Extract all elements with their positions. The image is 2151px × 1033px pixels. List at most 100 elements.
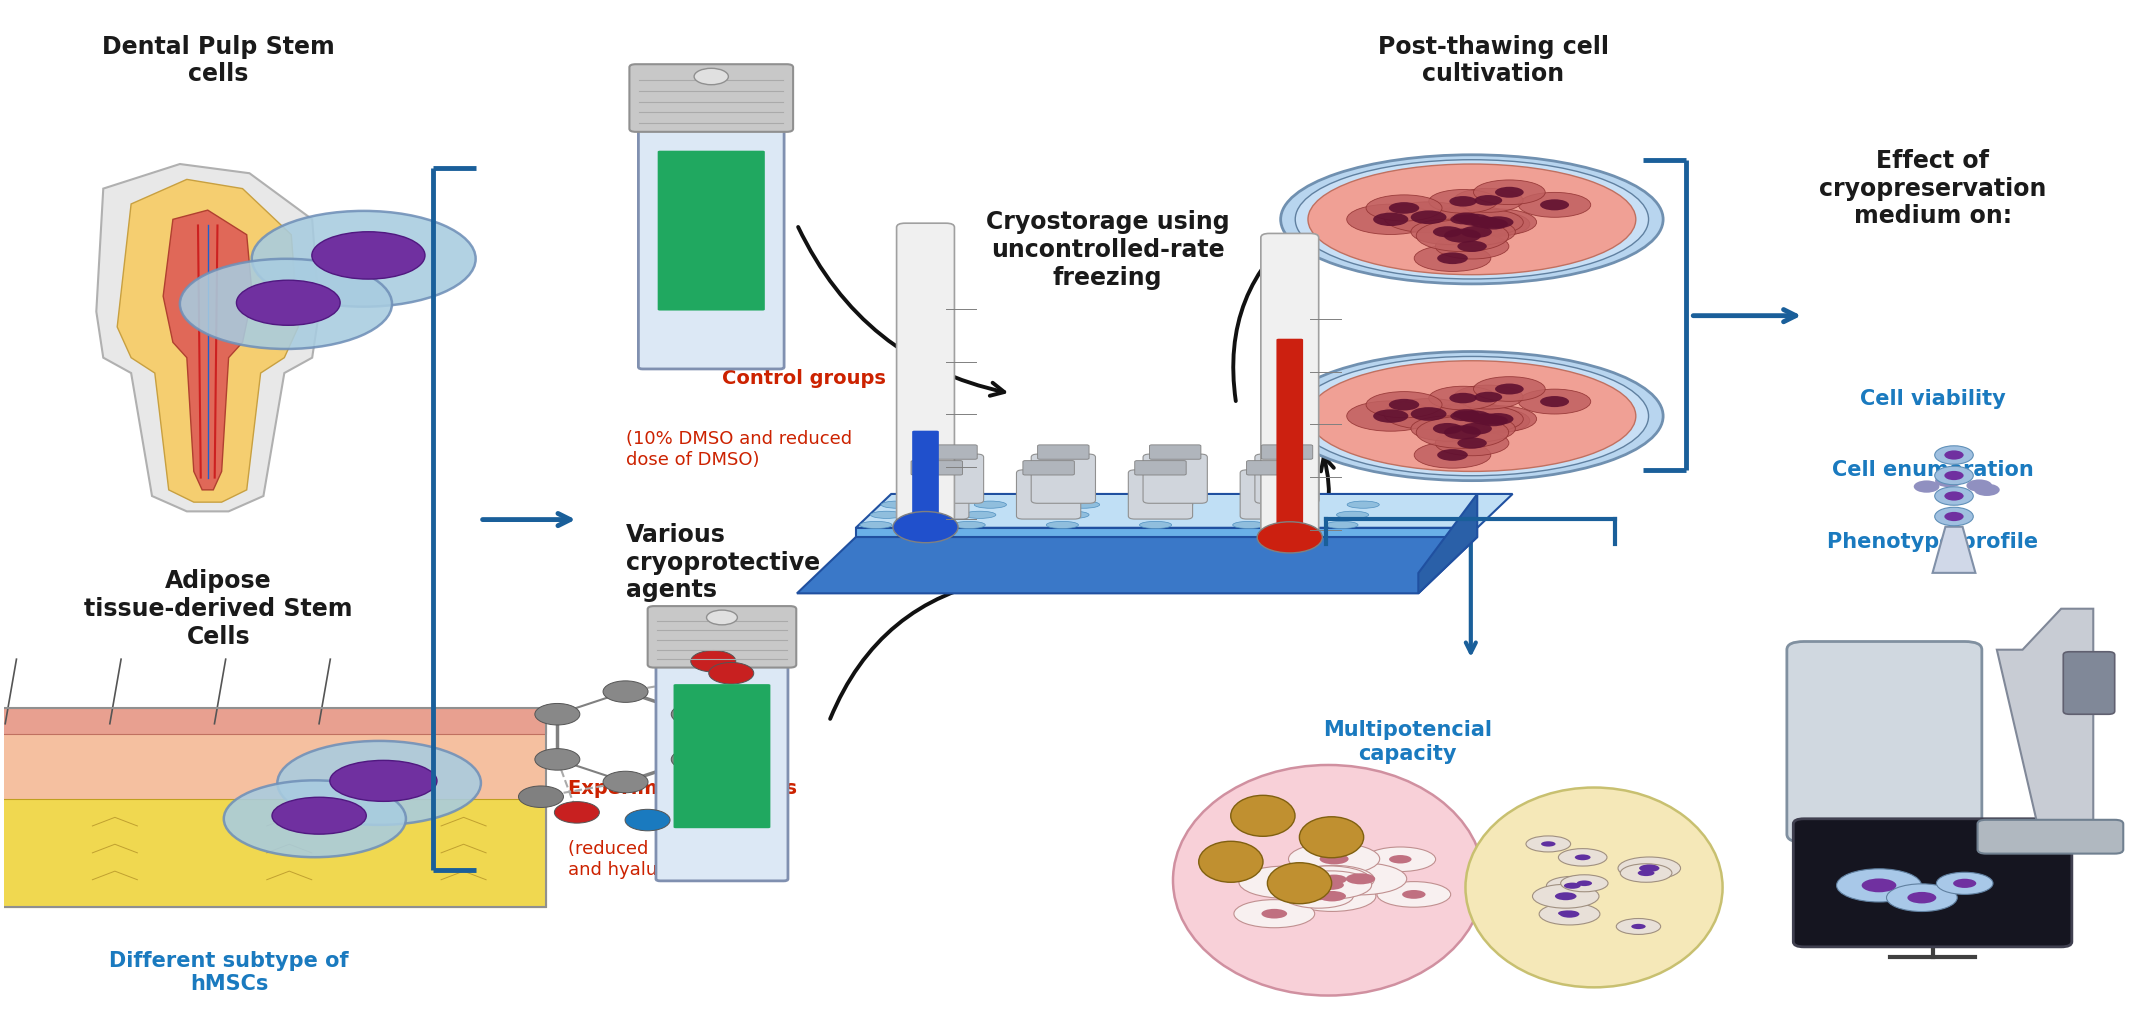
Ellipse shape: [1450, 196, 1478, 207]
Ellipse shape: [1390, 399, 1420, 410]
Ellipse shape: [1637, 870, 1654, 876]
Ellipse shape: [1295, 356, 1648, 476]
Ellipse shape: [1372, 409, 1409, 422]
Ellipse shape: [1615, 918, 1661, 935]
Ellipse shape: [1495, 383, 1523, 395]
FancyBboxPatch shape: [1037, 445, 1088, 460]
Ellipse shape: [1443, 228, 1480, 243]
Ellipse shape: [1547, 876, 1598, 895]
Circle shape: [536, 703, 581, 725]
Ellipse shape: [1230, 795, 1295, 837]
Ellipse shape: [237, 280, 340, 325]
Ellipse shape: [1284, 884, 1353, 908]
Ellipse shape: [1540, 841, 1555, 847]
Text: Effect of
cryopreservation
medium on:: Effect of cryopreservation medium on:: [1820, 149, 2046, 228]
Ellipse shape: [1456, 408, 1529, 433]
Ellipse shape: [1557, 849, 1607, 866]
FancyBboxPatch shape: [1030, 455, 1095, 503]
Ellipse shape: [1435, 431, 1508, 456]
Polygon shape: [1418, 494, 1478, 593]
Ellipse shape: [1390, 202, 1420, 214]
Ellipse shape: [1450, 393, 1478, 403]
Ellipse shape: [1433, 403, 1499, 426]
Ellipse shape: [1413, 442, 1491, 468]
Circle shape: [695, 68, 729, 85]
Ellipse shape: [1443, 426, 1480, 439]
Text: Dental Pulp Stem
cells: Dental Pulp Stem cells: [101, 35, 336, 87]
Polygon shape: [798, 537, 1478, 593]
Ellipse shape: [860, 522, 893, 529]
Ellipse shape: [1433, 207, 1499, 229]
Ellipse shape: [1837, 869, 1921, 902]
Ellipse shape: [1461, 422, 1493, 435]
Text: Adipose
tissue-derived Stem
Cells: Adipose tissue-derived Stem Cells: [84, 569, 353, 649]
FancyBboxPatch shape: [912, 431, 938, 521]
Ellipse shape: [953, 522, 985, 529]
Ellipse shape: [1288, 881, 1377, 911]
FancyBboxPatch shape: [647, 606, 796, 667]
Ellipse shape: [271, 797, 366, 834]
Ellipse shape: [1288, 843, 1379, 875]
Ellipse shape: [1469, 413, 1501, 425]
Ellipse shape: [1045, 522, 1078, 529]
Ellipse shape: [1540, 396, 1568, 407]
Ellipse shape: [1067, 501, 1099, 508]
Ellipse shape: [1411, 219, 1484, 245]
Ellipse shape: [1525, 836, 1570, 852]
FancyBboxPatch shape: [1254, 455, 1319, 503]
Ellipse shape: [1458, 241, 1486, 252]
Ellipse shape: [1435, 403, 1514, 430]
Ellipse shape: [964, 511, 996, 519]
Ellipse shape: [1495, 187, 1523, 197]
Ellipse shape: [181, 259, 391, 349]
Ellipse shape: [1308, 164, 1635, 275]
Ellipse shape: [1936, 872, 1994, 895]
Circle shape: [1914, 480, 1940, 493]
Circle shape: [1975, 483, 2000, 496]
Ellipse shape: [1557, 911, 1572, 916]
Circle shape: [1934, 466, 1972, 484]
Ellipse shape: [1620, 864, 1671, 882]
Polygon shape: [1996, 608, 2093, 834]
Ellipse shape: [1437, 218, 1514, 246]
Ellipse shape: [1575, 854, 1590, 860]
Ellipse shape: [871, 511, 903, 519]
Ellipse shape: [1473, 377, 1544, 402]
Ellipse shape: [1347, 873, 1374, 884]
Ellipse shape: [1172, 765, 1484, 996]
Circle shape: [1256, 522, 1323, 553]
Ellipse shape: [1233, 522, 1265, 529]
Circle shape: [1934, 507, 1972, 526]
Ellipse shape: [1162, 501, 1194, 508]
Ellipse shape: [882, 501, 914, 508]
Ellipse shape: [1383, 201, 1473, 232]
Ellipse shape: [1482, 413, 1514, 425]
Ellipse shape: [1532, 884, 1598, 908]
Ellipse shape: [1402, 890, 1426, 899]
Circle shape: [1934, 487, 1972, 505]
Ellipse shape: [1861, 878, 1897, 893]
Ellipse shape: [1454, 188, 1523, 213]
Ellipse shape: [277, 741, 482, 825]
FancyBboxPatch shape: [1276, 339, 1304, 531]
Ellipse shape: [1435, 207, 1514, 233]
Ellipse shape: [1562, 875, 1609, 891]
Ellipse shape: [1452, 213, 1480, 222]
Ellipse shape: [1452, 409, 1480, 419]
Circle shape: [706, 611, 738, 625]
Ellipse shape: [1450, 215, 1476, 224]
Text: (10% DMSO and reduced
dose of DMSO): (10% DMSO and reduced dose of DMSO): [626, 431, 852, 469]
Circle shape: [1936, 475, 1962, 487]
FancyBboxPatch shape: [1024, 461, 1073, 475]
Ellipse shape: [1433, 226, 1463, 238]
Circle shape: [555, 802, 600, 823]
Ellipse shape: [1319, 890, 1347, 902]
Ellipse shape: [1314, 863, 1407, 895]
Ellipse shape: [1295, 866, 1374, 894]
Ellipse shape: [1286, 866, 1370, 896]
FancyBboxPatch shape: [918, 455, 983, 503]
FancyBboxPatch shape: [0, 800, 546, 907]
Ellipse shape: [1291, 871, 1372, 899]
Ellipse shape: [1469, 217, 1501, 228]
FancyBboxPatch shape: [639, 121, 785, 369]
